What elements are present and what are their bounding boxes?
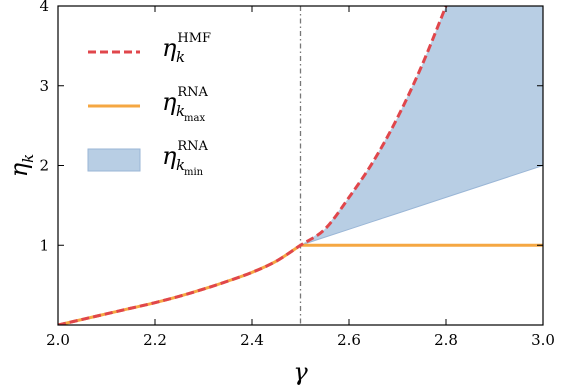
series-fill-lower-edge [300, 165, 543, 246]
y-tick-label: 2 [39, 157, 49, 175]
legend-label: ηRNA [162, 139, 209, 170]
legend-label-subsub: min [184, 167, 204, 178]
legend-label-sub: k [176, 102, 185, 120]
legend-label-main: η [162, 88, 177, 116]
plot-area [58, 6, 543, 325]
y-tick-label: 1 [39, 236, 49, 254]
legend-label-sup: RNA [177, 85, 208, 100]
x-tick-label: 2.8 [434, 331, 458, 349]
x-tick-label: 2.0 [46, 331, 70, 349]
series-fill-rna-min [300, 6, 543, 246]
y-axis-label-text: ηk [5, 154, 37, 177]
y-axis-label: ηk [5, 154, 37, 177]
x-tick-label: 2.4 [240, 331, 264, 349]
legend-label: ηHMF [162, 31, 211, 62]
legend-label-main: η [162, 142, 177, 170]
legend-label-sup: RNA [177, 139, 208, 154]
x-tick-label: 2.2 [143, 331, 167, 349]
x-tick-label: 3.0 [531, 331, 555, 349]
legend-handle-rna-min [87, 148, 141, 172]
series-line-hmf [58, 6, 448, 325]
x-tick-label: 2.6 [337, 331, 361, 349]
y-tick-label: 3 [39, 77, 49, 95]
y-tick-label: 4 [39, 0, 49, 15]
legend-label-main: η [162, 34, 177, 62]
legend-label-sub: k [176, 48, 185, 66]
legend-label-sub: k [176, 156, 185, 174]
legend-label-subsub: max [184, 113, 205, 124]
y-axis-label-sub: k [19, 154, 37, 163]
x-axis-label: γ [293, 358, 308, 386]
legend-label: ηRNA [162, 85, 209, 116]
legend-label-sup: HMF [177, 31, 211, 46]
